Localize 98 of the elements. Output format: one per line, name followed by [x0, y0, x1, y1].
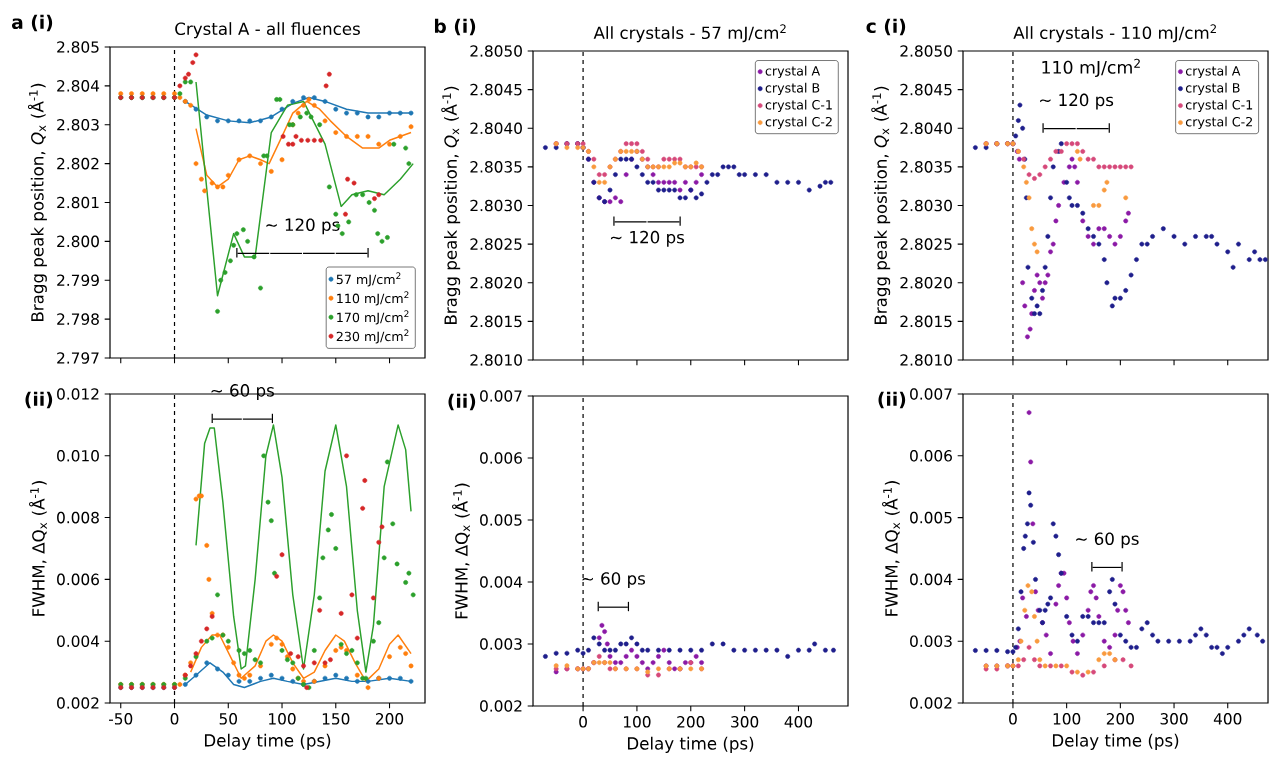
annotation: ~ 60 ps [582, 571, 646, 588]
legend-label: crystal C-2 [1185, 116, 1252, 129]
y-tick-label: 0.002 [910, 697, 952, 709]
chart-title: Crystal A - all fluences [175, 21, 360, 39]
y-tick-label: 0.002 [57, 697, 99, 709]
y-tick-label: 2.8040 [900, 122, 952, 134]
y-axis-title: FWHM, ΔQ$_{x}$ (Å$^{-1}$) [452, 483, 470, 619]
y-tick-label: 2.8030 [470, 199, 522, 212]
x-tick-label: 300 [731, 715, 759, 728]
x-tick-label: 100 [1053, 712, 1081, 725]
y-tick-label: 2.8045 [900, 83, 952, 96]
text: (ii) [448, 393, 476, 411]
x-tick-label: 50 [219, 712, 237, 725]
annotation: ~ 120 ps [266, 218, 340, 235]
legend-label: 57 mJ/cm$^{2}$ [336, 272, 401, 287]
y-tick-label: 0.010 [57, 449, 99, 462]
legend-label: crystal B [1185, 82, 1240, 95]
y-tick-label: 2.8015 [470, 315, 522, 327]
text: b (i) [434, 18, 476, 36]
text: a (i) [11, 14, 53, 32]
y-axis-title: Bragg peak position, Q$_{x}$ (Å$^{-1}$) [871, 86, 891, 324]
y-tick-label: 2.801 [57, 196, 99, 209]
y-tick-label: 2.804 [57, 79, 100, 92]
y-tick-label: 2.8010 [470, 354, 522, 366]
x-tick-label: 400 [784, 715, 813, 728]
x-tick-label: 150 [322, 712, 350, 725]
y-tick-label: 2.8035 [900, 160, 952, 173]
y-tick-label: 0.012 [57, 388, 99, 400]
y-tick-label: 2.8040 [470, 122, 522, 134]
y-axis-title: FWHM, ΔQ$_{x}$ (Å$^{-1}$) [882, 480, 900, 616]
y-tick-label: 2.8020 [900, 276, 952, 289]
x-tick-label: 0 [170, 712, 179, 725]
legend-label: crystal C-1 [765, 99, 832, 112]
annotation: ~ 60 ps [211, 383, 274, 400]
legend-label: crystal C-1 [1185, 99, 1253, 112]
y-tick-label: 0.005 [910, 511, 952, 524]
x-tick-label: 200 [1106, 712, 1134, 725]
y-tick-label: 0.004 [57, 635, 100, 647]
y-tick-label: 0.002 [480, 700, 522, 712]
y-tick-label: 0.003 [910, 635, 952, 647]
y-tick-label: 2.800 [57, 235, 99, 247]
y-tick-label: 0.003 [480, 638, 522, 650]
y-tick-label: 2.798 [57, 313, 99, 325]
x-tick-label: 0 [1009, 712, 1017, 725]
y-tick-label: 0.006 [910, 449, 952, 462]
y-tick-label: 0.005 [480, 514, 522, 526]
x-tick-label: 100 [269, 712, 296, 725]
y-tick-label: 0.008 [57, 511, 99, 524]
y-tick-label: 2.8030 [900, 199, 952, 212]
text: (ii) [25, 391, 53, 409]
y-tick-label: 2.799 [57, 274, 99, 286]
legend-label: crystal A [765, 65, 821, 78]
y-tick-label: 0.007 [480, 390, 522, 402]
y-tick-label: 2.8050 [900, 45, 952, 57]
x-tick-label: 400 [1213, 712, 1242, 725]
y-tick-label: 2.8025 [470, 238, 522, 250]
y-tick-label: 2.8050 [470, 45, 522, 57]
y-tick-label: 2.805 [57, 41, 99, 53]
y-tick-label: 0.006 [57, 573, 99, 586]
text: (ii) [878, 391, 906, 409]
y-tick-label: 2.8045 [470, 83, 522, 96]
text: c (i) [866, 18, 906, 36]
legend-label: crystal C-2 [765, 116, 832, 129]
annotation: ~ 120 ps [610, 230, 685, 247]
legend-label: crystal A [1185, 65, 1241, 78]
y-tick-label: 2.803 [57, 118, 99, 131]
x-tick-label: 0 [579, 715, 587, 728]
legend-label: 110 mJ/cm$^{2}$ [337, 291, 409, 306]
x-tick-label: 200 [677, 715, 705, 728]
legend-label: crystal B [765, 82, 820, 95]
x-axis-title: Delay time (ps) [627, 736, 754, 753]
x-tick-label: 300 [1160, 712, 1188, 725]
x-axis-title: Delay time (ps) [204, 733, 331, 750]
y-tick-label: 0.004 [480, 576, 523, 588]
legend-label: 170 mJ/cm$^{2}$ [337, 310, 409, 325]
annotation: ~ 60 ps [1076, 532, 1139, 549]
chart-title: All crystals - 57 mJ/cm$^{2}$ [593, 24, 786, 43]
y-tick-label: 2.8035 [470, 160, 522, 173]
annotation: 110 mJ/cm$^{2}$ [1042, 58, 1140, 77]
y-tick-label: 0.007 [910, 388, 952, 400]
x-tick-label: -50 [108, 712, 133, 725]
y-tick-label: 2.8015 [900, 315, 952, 327]
chart-title: All crystals - 110 mJ/cm$^{2}$ [1013, 24, 1216, 43]
y-tick-label: 0.006 [480, 452, 522, 464]
y-tick-label: 0.004 [910, 573, 953, 586]
y-tick-label: 2.8020 [470, 276, 522, 289]
x-tick-label: 200 [376, 712, 404, 725]
legend-label: 230 mJ/cm$^{2}$ [336, 329, 409, 344]
y-axis-title: FWHM, ΔQ$_{x}$ (Å$^{-1}$) [29, 480, 47, 616]
y-tick-label: 2.8025 [900, 238, 952, 250]
x-axis-title: Delay time (ps) [1052, 733, 1179, 750]
y-tick-label: 2.797 [57, 352, 99, 364]
y-tick-label: 2.802 [57, 157, 99, 170]
y-tick-label: 2.8010 [900, 354, 952, 366]
y-axis-title: Bragg peak position, Q$_{x}$ (Å$^{-1}$) [441, 86, 461, 324]
x-tick-label: 100 [623, 715, 651, 728]
annotation: ~ 120 ps [1040, 93, 1114, 110]
y-axis-title: Bragg peak position, Q$_{x}$ (Å$^{-1}$) [27, 83, 47, 321]
